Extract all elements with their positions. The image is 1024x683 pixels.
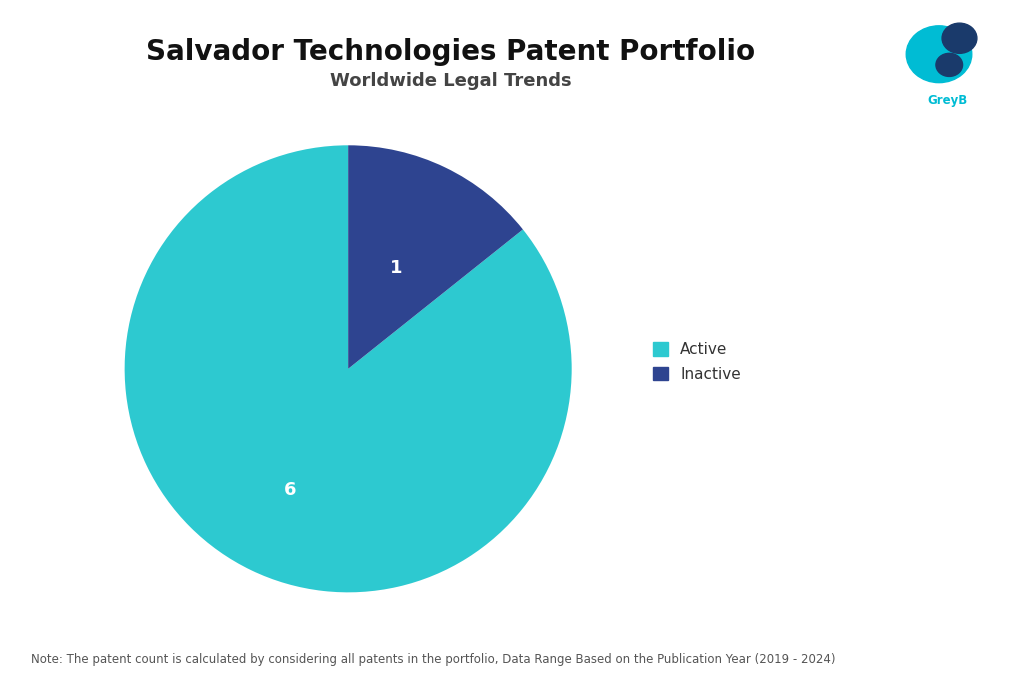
Text: 1: 1 [390,259,402,277]
Text: Note: The patent count is calculated by considering all patents in the portfolio: Note: The patent count is calculated by … [31,653,836,666]
Circle shape [936,53,963,76]
Text: Worldwide Legal Trends: Worldwide Legal Trends [330,72,571,89]
Circle shape [906,26,972,83]
Text: 6: 6 [284,481,296,499]
Wedge shape [348,145,523,369]
Text: Salvador Technologies Patent Portfolio: Salvador Technologies Patent Portfolio [146,38,755,66]
Wedge shape [125,145,571,592]
Text: GreyB: GreyB [927,94,968,107]
Circle shape [942,23,977,53]
Legend: Active, Inactive: Active, Inactive [652,342,741,382]
